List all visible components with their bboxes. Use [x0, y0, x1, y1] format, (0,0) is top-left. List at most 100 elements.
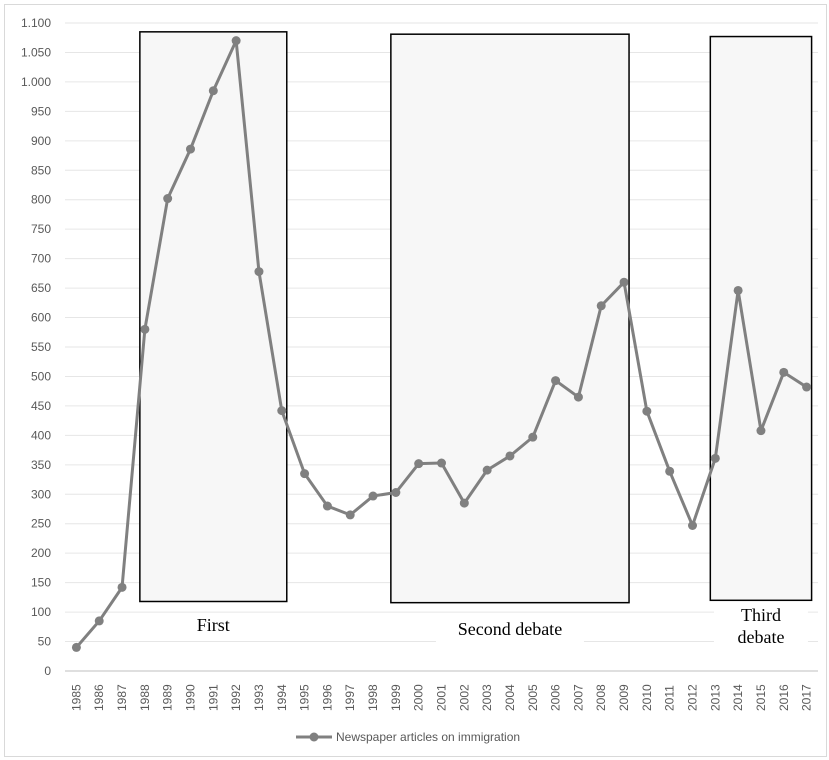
x-tick-label: 2011 [663, 685, 677, 711]
data-point [414, 459, 424, 469]
x-tick-label: 2013 [708, 684, 722, 711]
y-tick-label: 1.100 [21, 16, 51, 30]
data-point [665, 466, 675, 476]
data-point [300, 469, 310, 479]
x-tick-label: 2016 [777, 684, 791, 711]
annotation-label: Second debate [458, 619, 562, 639]
x-tick-label: 1988 [138, 684, 152, 711]
x-tick-label: 2012 [686, 684, 700, 711]
data-point [254, 267, 264, 277]
data-point [163, 194, 173, 204]
annotation-boxes [139, 31, 813, 604]
x-tick-label: 1992 [229, 684, 243, 711]
y-tick-label: 700 [31, 252, 51, 266]
debate-box [709, 35, 813, 602]
x-tick-label: 1995 [298, 684, 312, 711]
data-point [208, 86, 218, 96]
annotation-label-background [154, 613, 273, 639]
x-tick-label: 2009 [617, 684, 631, 711]
x-tick-label: 1997 [343, 684, 357, 711]
y-tick-label: 1.050 [21, 45, 51, 59]
y-tick-label: 900 [31, 134, 51, 148]
x-tick-label: 2008 [594, 684, 608, 711]
data-point [459, 498, 469, 508]
y-tick-label: 0 [44, 664, 51, 678]
y-axis-tick-labels: 0 50 100 150 200 250 300 350 400 450 500 550 600 650 7… [21, 16, 51, 678]
x-tick-label: 2005 [526, 684, 540, 711]
x-tick-label: 2017 [800, 684, 814, 711]
x-tick-label: 2007 [571, 684, 585, 711]
x-tick-label: 1991 [206, 684, 220, 711]
x-tick-label: 1987 [115, 684, 129, 711]
y-tick-label: 850 [31, 163, 51, 177]
data-point [573, 392, 583, 402]
y-tick-label: 400 [31, 428, 51, 442]
x-axis-tick-labels: 1985 1986 1987 1988 1989 1990 1991 1992 1993 1994… [69, 684, 813, 711]
data-point [619, 277, 629, 287]
annotation-label-background [713, 603, 808, 651]
data-point [505, 451, 515, 461]
x-tick-label: 2004 [503, 684, 517, 711]
data-point [322, 501, 332, 511]
y-tick-label: 1.000 [21, 75, 51, 89]
y-tick-label: 800 [31, 193, 51, 207]
annotation-label: debate [737, 627, 784, 647]
data-point [528, 432, 538, 442]
x-tick-label: 1993 [252, 684, 266, 711]
y-tick-label: 100 [31, 605, 51, 619]
data-point [277, 406, 287, 416]
data-point [733, 285, 743, 295]
debate-box [139, 31, 288, 603]
data-point [596, 301, 606, 311]
data-point [688, 520, 697, 530]
x-tick-label: 1998 [366, 684, 380, 711]
data-point [140, 324, 150, 334]
y-tick-label: 750 [31, 222, 51, 236]
x-tick-label: 1996 [320, 684, 334, 711]
x-tick-label: 2014 [731, 684, 745, 711]
x-tick-label: 1999 [389, 684, 403, 711]
x-tick-label: 2002 [457, 684, 471, 711]
data-point [117, 582, 127, 592]
data-point [186, 144, 195, 154]
y-tick-label: 650 [31, 281, 51, 295]
y-tick-label: 950 [31, 104, 51, 118]
x-tick-label: 2015 [754, 684, 768, 711]
annotation-label-background [435, 617, 584, 643]
data-point [802, 382, 812, 392]
legend-point-marker [309, 732, 319, 742]
data-point [94, 616, 104, 626]
y-tick-label: 600 [31, 311, 51, 325]
data-point [368, 491, 378, 501]
x-tick-label: 1985 [69, 684, 83, 711]
data-point [756, 426, 766, 436]
legend: Newspaper articles on immigration [296, 730, 520, 744]
x-tick-label: 2003 [480, 684, 494, 711]
x-tick-label: 2010 [640, 684, 654, 711]
data-point [71, 642, 81, 652]
x-tick-label: 2006 [549, 684, 563, 711]
data-point [437, 458, 446, 468]
x-tick-label: 2000 [412, 684, 426, 711]
y-tick-label: 250 [31, 517, 51, 531]
y-tick-label: 50 [38, 635, 52, 649]
series-layer [71, 36, 812, 652]
y-tick-label: 450 [31, 399, 51, 413]
y-tick-label: 300 [31, 487, 51, 501]
y-tick-label: 500 [31, 369, 51, 383]
x-tick-label: 1986 [92, 684, 106, 711]
data-point [345, 510, 355, 520]
x-tick-label: 1989 [161, 684, 175, 711]
legend-entry: Newspaper articles on immigration [336, 730, 520, 744]
annotation-label: Third [741, 605, 781, 625]
x-tick-label: 2001 [435, 684, 449, 711]
debate-box [390, 33, 630, 604]
data-point [482, 465, 492, 475]
data-point [642, 406, 652, 416]
data-point [231, 36, 241, 46]
data-point [779, 367, 789, 377]
y-tick-label: 550 [31, 340, 51, 354]
y-tick-label: 150 [31, 576, 51, 590]
